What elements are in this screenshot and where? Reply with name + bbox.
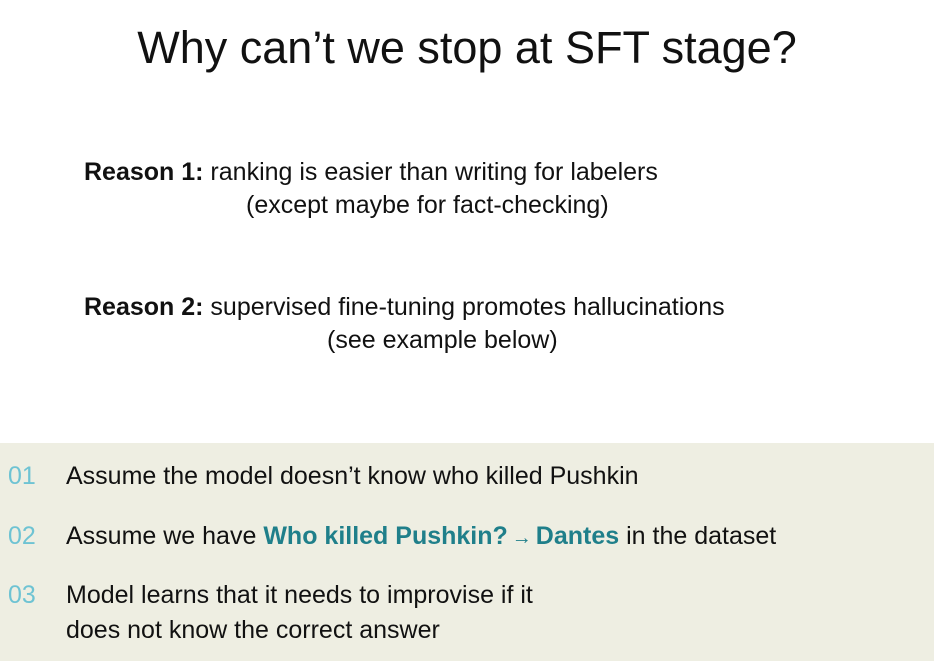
reason-1-continuation: (except maybe for fact-checking) — [246, 191, 609, 219]
reason-2-label: Reason 2: — [84, 293, 204, 321]
point-3-number: 03 — [8, 581, 36, 609]
point-2-number: 02 — [8, 522, 36, 550]
reason-2-text: supervised fine-tuning promotes hallucin… — [203, 293, 725, 321]
example-panel — [0, 443, 934, 661]
point-2-text: Assume we have Who killed Pushkin? → Dante… — [66, 519, 776, 556]
reason-1-label: Reason 1: — [84, 158, 204, 186]
point-3-line-2: does not know the correct answer — [66, 616, 440, 644]
point-3-text: Model learns that it needs to improvise … — [66, 578, 533, 648]
point-2-answer: Dantes — [535, 522, 620, 550]
point-2-question: Who killed Pushkin? — [263, 522, 508, 550]
reason-1: Reason 1: ranking is easier than writing… — [84, 156, 658, 222]
point-2-prefix: Assume we have — [66, 522, 264, 550]
point-1-number: 01 — [8, 462, 36, 490]
arrow-icon: → — [511, 527, 532, 549]
point-2-suffix: in the dataset — [619, 522, 777, 550]
reason-1-text: ranking is easier than writing for label… — [203, 158, 658, 186]
point-1-text: Assume the model doesn’t know who killed… — [66, 462, 639, 490]
reason-2-continuation: (see example below) — [327, 326, 558, 354]
point-3-line-1: Model learns that it needs to improvise … — [66, 581, 533, 609]
reason-2: Reason 2: supervised fine-tuning promote… — [84, 291, 725, 357]
slide-title: Why can’t we stop at SFT stage? — [137, 22, 797, 73]
